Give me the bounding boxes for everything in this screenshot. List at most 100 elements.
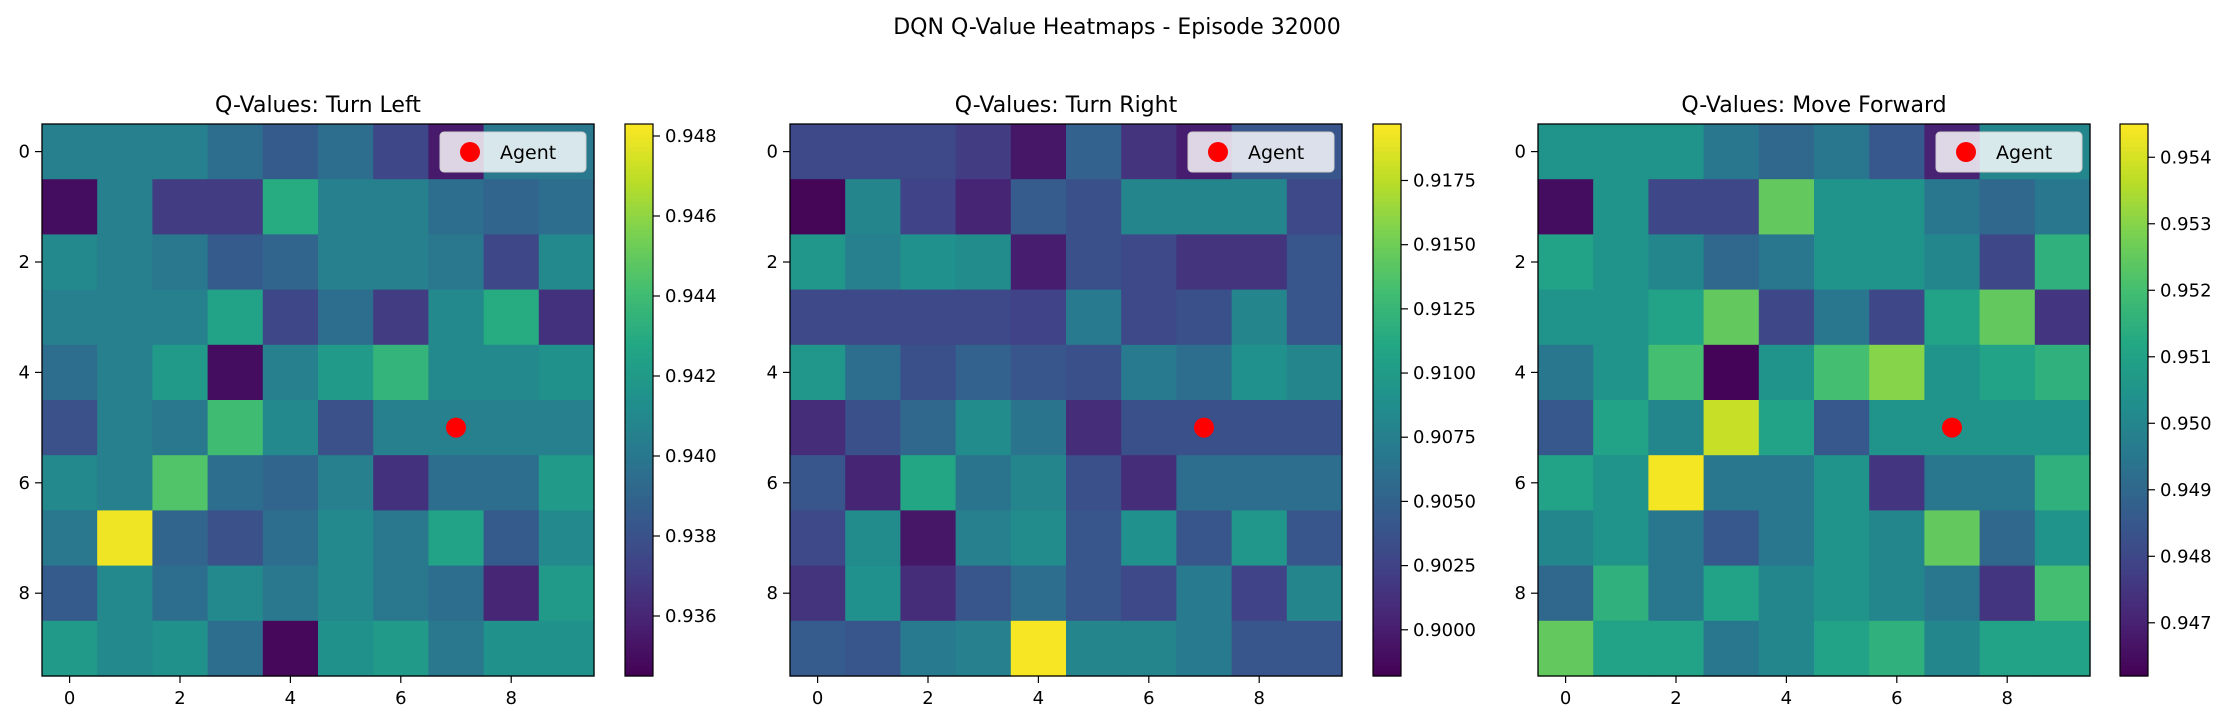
heatmap-cell bbox=[1979, 400, 2036, 456]
heatmap-cell bbox=[152, 400, 209, 456]
heatmap-cell bbox=[1814, 565, 1870, 622]
colorbar-segment bbox=[1373, 331, 1401, 337]
heatmap-cell bbox=[1286, 510, 1343, 567]
colorbar-segment bbox=[2120, 524, 2148, 530]
heatmap-cell bbox=[1648, 124, 1705, 180]
colorbar-segment bbox=[625, 561, 653, 567]
colorbar-segment bbox=[2120, 165, 2148, 171]
colorbar-segment bbox=[1373, 303, 1401, 309]
colorbar-segment bbox=[1373, 450, 1401, 456]
colorbar-segment bbox=[2120, 160, 2148, 166]
heatmap-cell bbox=[2034, 179, 2091, 235]
colorbar-segment bbox=[2120, 492, 2148, 498]
colorbar-tick-label: 0.9125 bbox=[1413, 299, 1476, 320]
heatmap-cell bbox=[1176, 179, 1233, 235]
colorbar-segment bbox=[1373, 464, 1401, 470]
heatmap-cell bbox=[483, 344, 540, 401]
colorbar-segment bbox=[2120, 427, 2148, 433]
heatmap-cell bbox=[1924, 289, 1981, 346]
colorbar-segment bbox=[2120, 128, 2148, 134]
heatmap-cell bbox=[1066, 510, 1122, 567]
heatmap-cell bbox=[207, 565, 264, 622]
colorbar-segment bbox=[625, 193, 653, 199]
colorbar-tick-label: 0.948 bbox=[665, 126, 717, 147]
colorbar-segment bbox=[2120, 450, 2148, 456]
colorbar-segment bbox=[2120, 561, 2148, 567]
colorbar-segment bbox=[625, 234, 653, 240]
heatmap-cell bbox=[152, 510, 209, 567]
colorbar-segment bbox=[1373, 496, 1401, 502]
colorbar-segment bbox=[1373, 229, 1401, 235]
colorbar-segment bbox=[1373, 671, 1401, 677]
heatmap-cell bbox=[428, 565, 485, 622]
heatmap-cell bbox=[262, 565, 319, 622]
colorbar-segment bbox=[625, 354, 653, 360]
heatmap-cell bbox=[373, 455, 429, 511]
colorbar-segment bbox=[625, 344, 653, 350]
y-tick-label: 2 bbox=[19, 252, 30, 273]
heatmap-cell bbox=[1648, 234, 1705, 291]
heatmap-cell bbox=[1066, 289, 1122, 346]
heatmap-cell bbox=[207, 510, 264, 567]
heatmap-cell bbox=[1066, 565, 1122, 622]
colorbar-segment bbox=[1373, 289, 1401, 295]
colorbar-tick-label: 0.946 bbox=[665, 206, 717, 227]
colorbar-segment bbox=[2120, 390, 2148, 396]
colorbar-segment bbox=[2120, 574, 2148, 580]
colorbar-segment bbox=[625, 188, 653, 194]
colorbar-tick-label: 0.947 bbox=[2160, 613, 2212, 634]
colorbar-segment bbox=[625, 137, 653, 143]
colorbar-segment bbox=[625, 303, 653, 309]
colorbar-segment bbox=[1373, 377, 1401, 383]
heatmap-cell bbox=[1538, 565, 1594, 622]
colorbar-segment bbox=[625, 252, 653, 258]
x-tick-label: 2 bbox=[922, 688, 933, 709]
colorbar-segment bbox=[1373, 607, 1401, 613]
heatmap-cell bbox=[1593, 620, 1649, 677]
colorbar-segment bbox=[625, 597, 653, 603]
heatmap-cell bbox=[900, 400, 957, 456]
colorbar-segment bbox=[1373, 358, 1401, 364]
heatmap-cell bbox=[262, 620, 319, 677]
colorbar-segment bbox=[2120, 137, 2148, 143]
colorbar-segment bbox=[1373, 367, 1401, 373]
colorbar-segment bbox=[1373, 404, 1401, 410]
colorbar-segment bbox=[1373, 409, 1401, 415]
colorbar-segment bbox=[625, 170, 653, 176]
heatmap-cell bbox=[538, 455, 595, 511]
colorbar-segment bbox=[1373, 427, 1401, 433]
heatmap-cell bbox=[483, 510, 540, 567]
x-tick-label: 2 bbox=[174, 688, 185, 709]
heatmap-cell bbox=[1121, 565, 1177, 622]
heatmap-cell bbox=[373, 620, 429, 677]
heatmap-cell bbox=[845, 344, 901, 401]
heatmap-cell bbox=[1758, 124, 1815, 180]
colorbar-tick-label: 0.9050 bbox=[1413, 491, 1476, 512]
heatmap-cell bbox=[152, 289, 209, 346]
heatmap-cell bbox=[538, 234, 595, 291]
heatmap-cell bbox=[538, 400, 595, 456]
colorbar-segment bbox=[2120, 183, 2148, 189]
heatmap-cell bbox=[1703, 455, 1760, 511]
colorbar-segment bbox=[625, 377, 653, 383]
colorbar-tick-label: 0.949 bbox=[2160, 480, 2212, 501]
heatmap-cell bbox=[207, 455, 264, 511]
y-tick-label: 4 bbox=[1515, 362, 1526, 383]
heatmap-cell bbox=[483, 400, 540, 456]
colorbar-segment bbox=[2120, 538, 2148, 544]
colorbar-segment bbox=[2120, 188, 2148, 194]
heatmap-cell bbox=[1758, 620, 1815, 677]
heatmap-cell bbox=[1593, 565, 1649, 622]
colorbar-segment bbox=[2120, 662, 2148, 668]
colorbar-segment bbox=[625, 551, 653, 557]
colorbar-segment bbox=[2120, 156, 2148, 162]
colorbar-segment bbox=[2120, 482, 2148, 488]
heatmap-cell bbox=[152, 344, 209, 401]
colorbar-tick-label: 0.954 bbox=[2160, 147, 2212, 168]
legend-label: Agent bbox=[500, 142, 556, 164]
heatmap-cell bbox=[1010, 289, 1067, 346]
heatmap-cell bbox=[1924, 455, 1981, 511]
heatmap-cell bbox=[1648, 620, 1705, 677]
colorbar-segment bbox=[625, 602, 653, 608]
